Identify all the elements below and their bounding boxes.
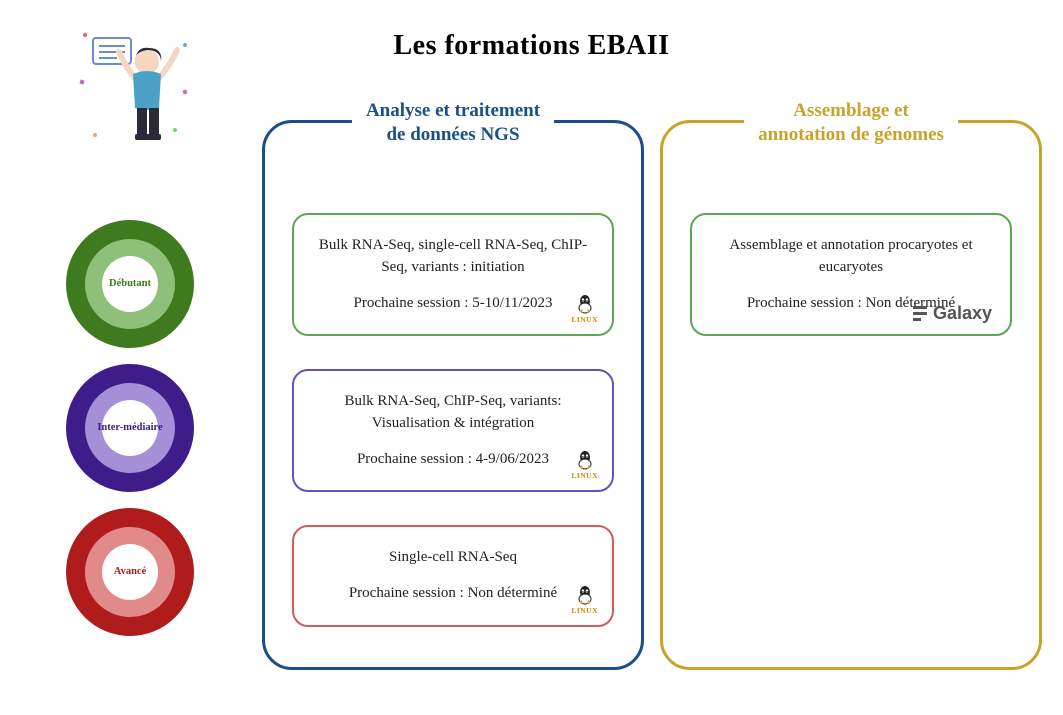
level-badge-advanced: Avancé (66, 508, 194, 636)
header-line: de données NGS (386, 124, 519, 145)
card-ngs-initiation: Bulk RNA-Seq, single-cell RNA-Seq, ChIP-… (292, 213, 614, 336)
level-label: Inter- médiaire (102, 400, 158, 456)
card-title: Bulk RNA-Seq, single-cell RNA-Seq, ChIP-… (312, 235, 594, 279)
column-header-ngs: Analyse et traitement de données NGS (352, 99, 554, 147)
linux-icon: LINUX (571, 585, 598, 617)
card-ngs-visualisation: Bulk RNA-Seq, ChIP-Seq, variants: Visual… (292, 369, 614, 492)
level-label: Débutant (102, 256, 158, 312)
label-line: médiaire (123, 422, 162, 433)
column-assembly: Assemblage et annotation de génomes Asse… (660, 120, 1042, 670)
level-ring: Inter- médiaire (85, 383, 175, 473)
label-line: Inter- (97, 422, 123, 433)
header-line: annotation de génomes (758, 124, 944, 145)
column-ngs: Analyse et traitement de données NGS Bul… (262, 120, 644, 670)
galaxy-icon: Galaxy (913, 300, 992, 326)
badge-label: LINUX (571, 471, 598, 482)
header-line: Analyse et traitement (366, 100, 540, 121)
column-header-assembly: Assemblage et annotation de génomes (744, 99, 958, 147)
level-badge-beginner: Débutant (66, 220, 194, 348)
card-session: Prochaine session : 5-10/11/2023 (312, 293, 594, 315)
badge-label: LINUX (571, 606, 598, 617)
level-ring: Avancé (85, 527, 175, 617)
badge-label: LINUX (571, 315, 598, 326)
badge-label: Galaxy (933, 300, 992, 326)
card-title: Bulk RNA-Seq, ChIP-Seq, variants: Visual… (312, 391, 594, 435)
level-badge-intermediate: Inter- médiaire (66, 364, 194, 492)
galaxy-bars-icon (913, 306, 927, 321)
level-label: Avancé (102, 544, 158, 600)
card-session: Prochaine session : Non déterminé (312, 583, 594, 605)
card-assembly: Assemblage et annotation procaryotes et … (690, 213, 1012, 336)
card-ngs-singlecell: Single-cell RNA-Seq Prochaine session : … (292, 525, 614, 627)
linux-icon: LINUX (571, 450, 598, 482)
level-ring: Débutant (85, 239, 175, 329)
header-line: Assemblage et (793, 100, 909, 121)
card-title: Assemblage et annotation procaryotes et … (710, 235, 992, 279)
hero-illustration (75, 20, 195, 150)
card-session: Prochaine session : 4-9/06/2023 (312, 449, 594, 471)
card-title: Single-cell RNA-Seq (312, 547, 594, 569)
linux-icon: LINUX (571, 294, 598, 326)
